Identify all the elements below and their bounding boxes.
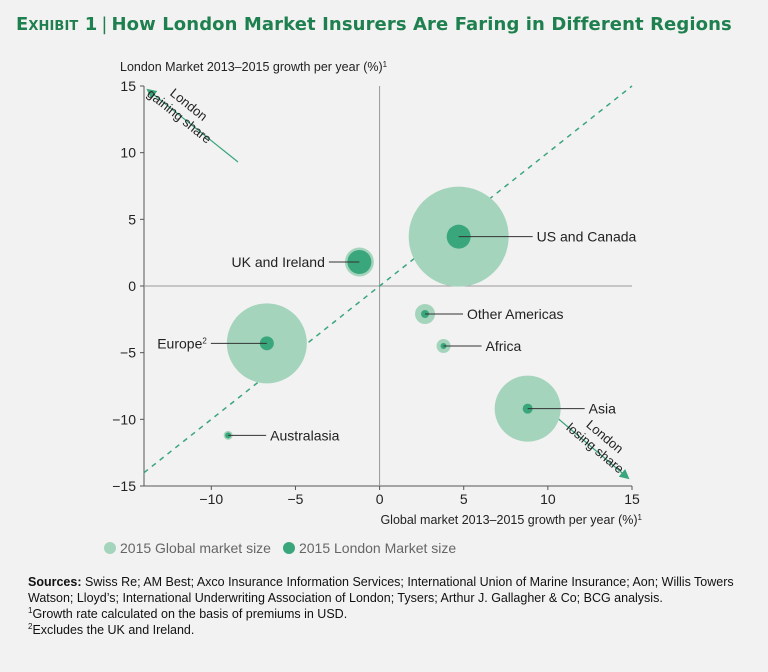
x-tick-label: 15 <box>624 491 640 507</box>
title-text: How London Market Insurers Are Faring in… <box>111 14 732 35</box>
y-tick-label: 15 <box>120 78 136 94</box>
point-label-africa: Africa <box>486 338 522 354</box>
y-tick-label: 0 <box>128 278 136 294</box>
exhibit-title: Exhibit 1 | How London Market Insurers Are… <box>16 14 732 35</box>
losing-share-arrow <box>547 409 630 480</box>
x-tick-label: 5 <box>460 491 468 507</box>
sources-label: Sources: <box>28 575 82 589</box>
point-label-other-americas: Other Americas <box>467 306 563 322</box>
legend-label-global: 2015 Global market size <box>120 540 271 556</box>
footnotes: Sources: Swiss Re; AM Best; Axco Insuran… <box>28 574 748 638</box>
y-tick-label: −5 <box>120 345 136 361</box>
footnote-1-text: Growth rate calculated on the basis of p… <box>32 607 348 621</box>
legend-swatch-london <box>282 542 295 554</box>
x-tick-label: −10 <box>199 491 223 507</box>
x-tick-label: −5 <box>287 491 303 507</box>
x-tick-label: 0 <box>376 491 384 507</box>
point-label-australasia: Australasia <box>270 427 339 443</box>
title-separator: | <box>101 14 108 35</box>
point-label-europe: Europe2 <box>157 335 207 351</box>
point-label-asia: Asia <box>589 401 616 417</box>
footnote-2-mark: 2 <box>28 621 33 631</box>
y-axis-label: London Market 2013–2015 growth per year … <box>120 60 388 74</box>
parity-diagonal-line <box>143 85 633 474</box>
legend: 2015 Global market size 2015 London Mark… <box>104 540 468 556</box>
footnote-1-mark: 1 <box>28 605 33 615</box>
y-tick-label: −10 <box>112 411 136 427</box>
gaining-share-arrow <box>146 88 239 163</box>
y-tick-label: −15 <box>112 478 136 494</box>
bubble-chart: 15 10 5 0 −5 −10 −15 −10 −5 0 5 10 15 London Market 2… <box>112 60 642 527</box>
legend-item-global: 2015 Global market size <box>104 540 271 556</box>
sources-note: Sources: Swiss Re; AM Best; Axco Insuran… <box>28 574 748 606</box>
gaining-share-label: Londongaining share <box>144 74 224 146</box>
x-axis-label: Global market 2013–2015 growth per year … <box>380 513 642 527</box>
y-tick-label: 5 <box>128 211 136 227</box>
sources-text: Swiss Re; AM Best; Axco Insurance Inform… <box>28 575 734 605</box>
footnote-1: 1Growth rate calculated on the basis of … <box>28 606 748 622</box>
exhibit-number: Exhibit 1 <box>16 14 98 35</box>
legend-item-london: 2015 London Market size <box>282 540 457 556</box>
y-tick-label: 10 <box>120 145 136 161</box>
footnote-2-text: Excludes the UK and Ireland. <box>32 623 195 637</box>
point-label-us-and-canada: US and Canada <box>537 229 637 245</box>
legend-swatch-global <box>104 542 116 554</box>
losing-share-label: Londonlosing share <box>564 408 637 476</box>
point-label-uk-and-ireland: UK and Ireland <box>231 254 324 270</box>
legend-label-london: 2015 London Market size <box>298 540 457 556</box>
x-tick-label: 10 <box>540 491 556 507</box>
footnote-2: 2Excludes the UK and Ireland. <box>28 622 748 638</box>
